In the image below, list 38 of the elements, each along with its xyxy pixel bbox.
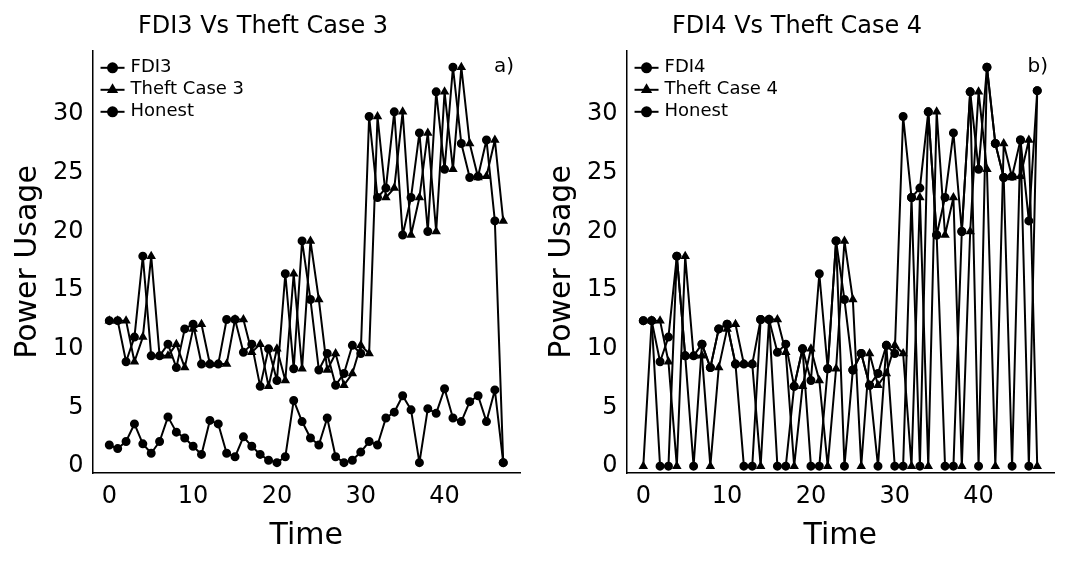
- x-tick-label: 40: [963, 480, 994, 509]
- x-tick-label: 20: [795, 480, 827, 509]
- x-tick-label: 0: [635, 480, 651, 509]
- x-tick-label: 20: [261, 480, 293, 509]
- y-tick-label: 30: [52, 98, 84, 127]
- x-tick-label: 0: [101, 480, 117, 509]
- annotation: b): [1027, 53, 1048, 77]
- y-tick-label: 10: [52, 333, 84, 362]
- x-tick-label: 30: [879, 480, 911, 509]
- y-tick-label: 15: [586, 274, 618, 303]
- x-axis-title: Time: [268, 515, 343, 551]
- legend-label: Theft Case 3: [129, 77, 245, 99]
- x-tick-label: 30: [345, 480, 377, 509]
- y-tick-label: 30: [586, 98, 618, 127]
- legend-label: FDI4: [664, 55, 706, 77]
- y-tick-label: 25: [586, 157, 618, 186]
- x-tick-label: 10: [177, 480, 209, 509]
- annotation: a): [493, 53, 514, 77]
- x-tick-label: 10: [711, 480, 743, 509]
- chart-title: FDI4 Vs Theft Case 4: [671, 10, 923, 39]
- x-axis-title: Time: [802, 515, 877, 551]
- y-tick-label: 5: [602, 391, 618, 420]
- legend-label: Honest: [664, 99, 729, 121]
- y-tick-label: 5: [68, 391, 84, 420]
- legend-label: Honest: [130, 99, 195, 121]
- y-tick-label: 10: [586, 333, 618, 362]
- chart-title: FDI3 Vs Theft Case 3: [137, 10, 389, 39]
- y-axis-title: Power Usage: [7, 165, 43, 359]
- y-tick-label: 0: [602, 450, 618, 479]
- y-axis-title: Power Usage: [541, 165, 577, 359]
- legend-label: FDI3: [130, 55, 172, 77]
- y-tick-label: 0: [68, 450, 84, 479]
- y-tick-label: 15: [52, 274, 84, 303]
- legend-label: Theft Case 4: [663, 77, 779, 99]
- y-tick-label: 20: [52, 215, 84, 244]
- y-tick-label: 20: [586, 215, 618, 244]
- x-tick-label: 40: [429, 480, 460, 509]
- y-tick-label: 25: [52, 157, 84, 186]
